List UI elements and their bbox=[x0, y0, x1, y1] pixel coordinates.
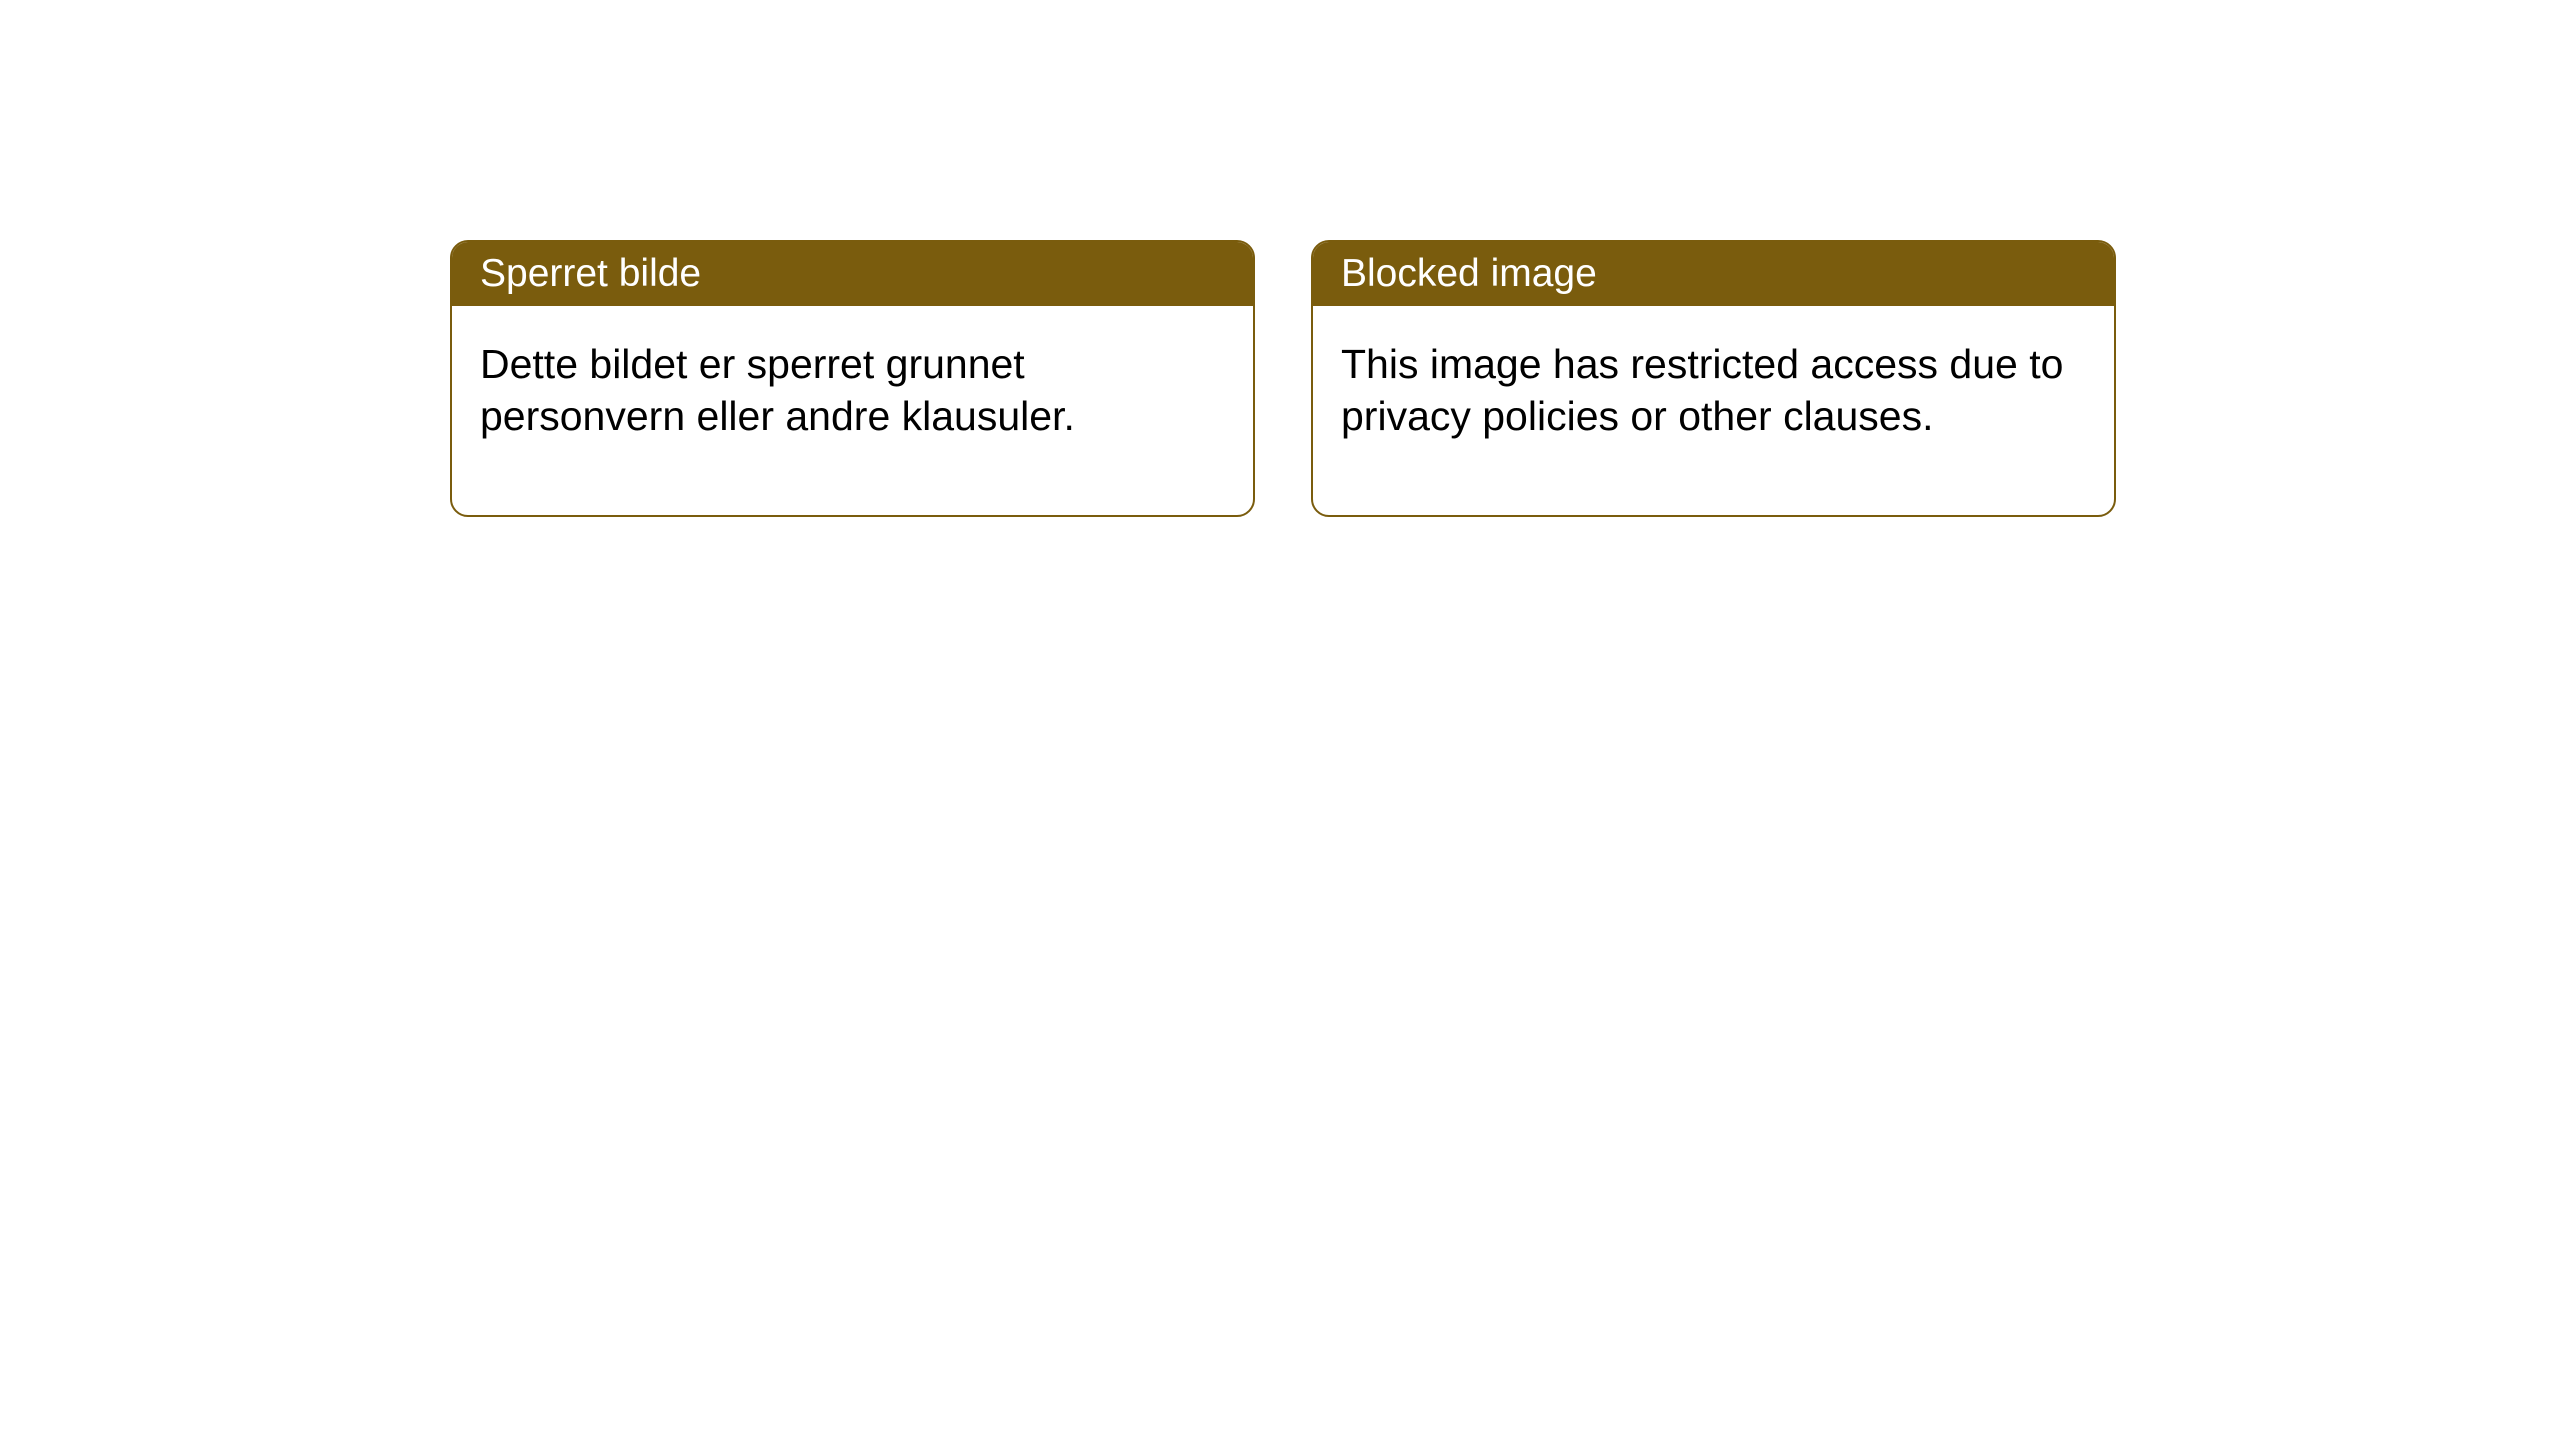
blocked-image-card-no: Sperret bilde Dette bildet er sperret gr… bbox=[450, 240, 1255, 517]
card-body-text: Dette bildet er sperret grunnet personve… bbox=[480, 341, 1075, 439]
card-title: Sperret bilde bbox=[480, 252, 701, 295]
card-body: Dette bildet er sperret grunnet personve… bbox=[452, 306, 1253, 515]
blocked-image-card-en: Blocked image This image has restricted … bbox=[1311, 240, 2116, 517]
card-body: This image has restricted access due to … bbox=[1313, 306, 2114, 515]
notice-cards-container: Sperret bilde Dette bildet er sperret gr… bbox=[0, 0, 2560, 517]
card-title: Blocked image bbox=[1341, 252, 1597, 295]
card-header: Sperret bilde bbox=[452, 242, 1253, 306]
card-header: Blocked image bbox=[1313, 242, 2114, 306]
card-body-text: This image has restricted access due to … bbox=[1341, 341, 2063, 439]
